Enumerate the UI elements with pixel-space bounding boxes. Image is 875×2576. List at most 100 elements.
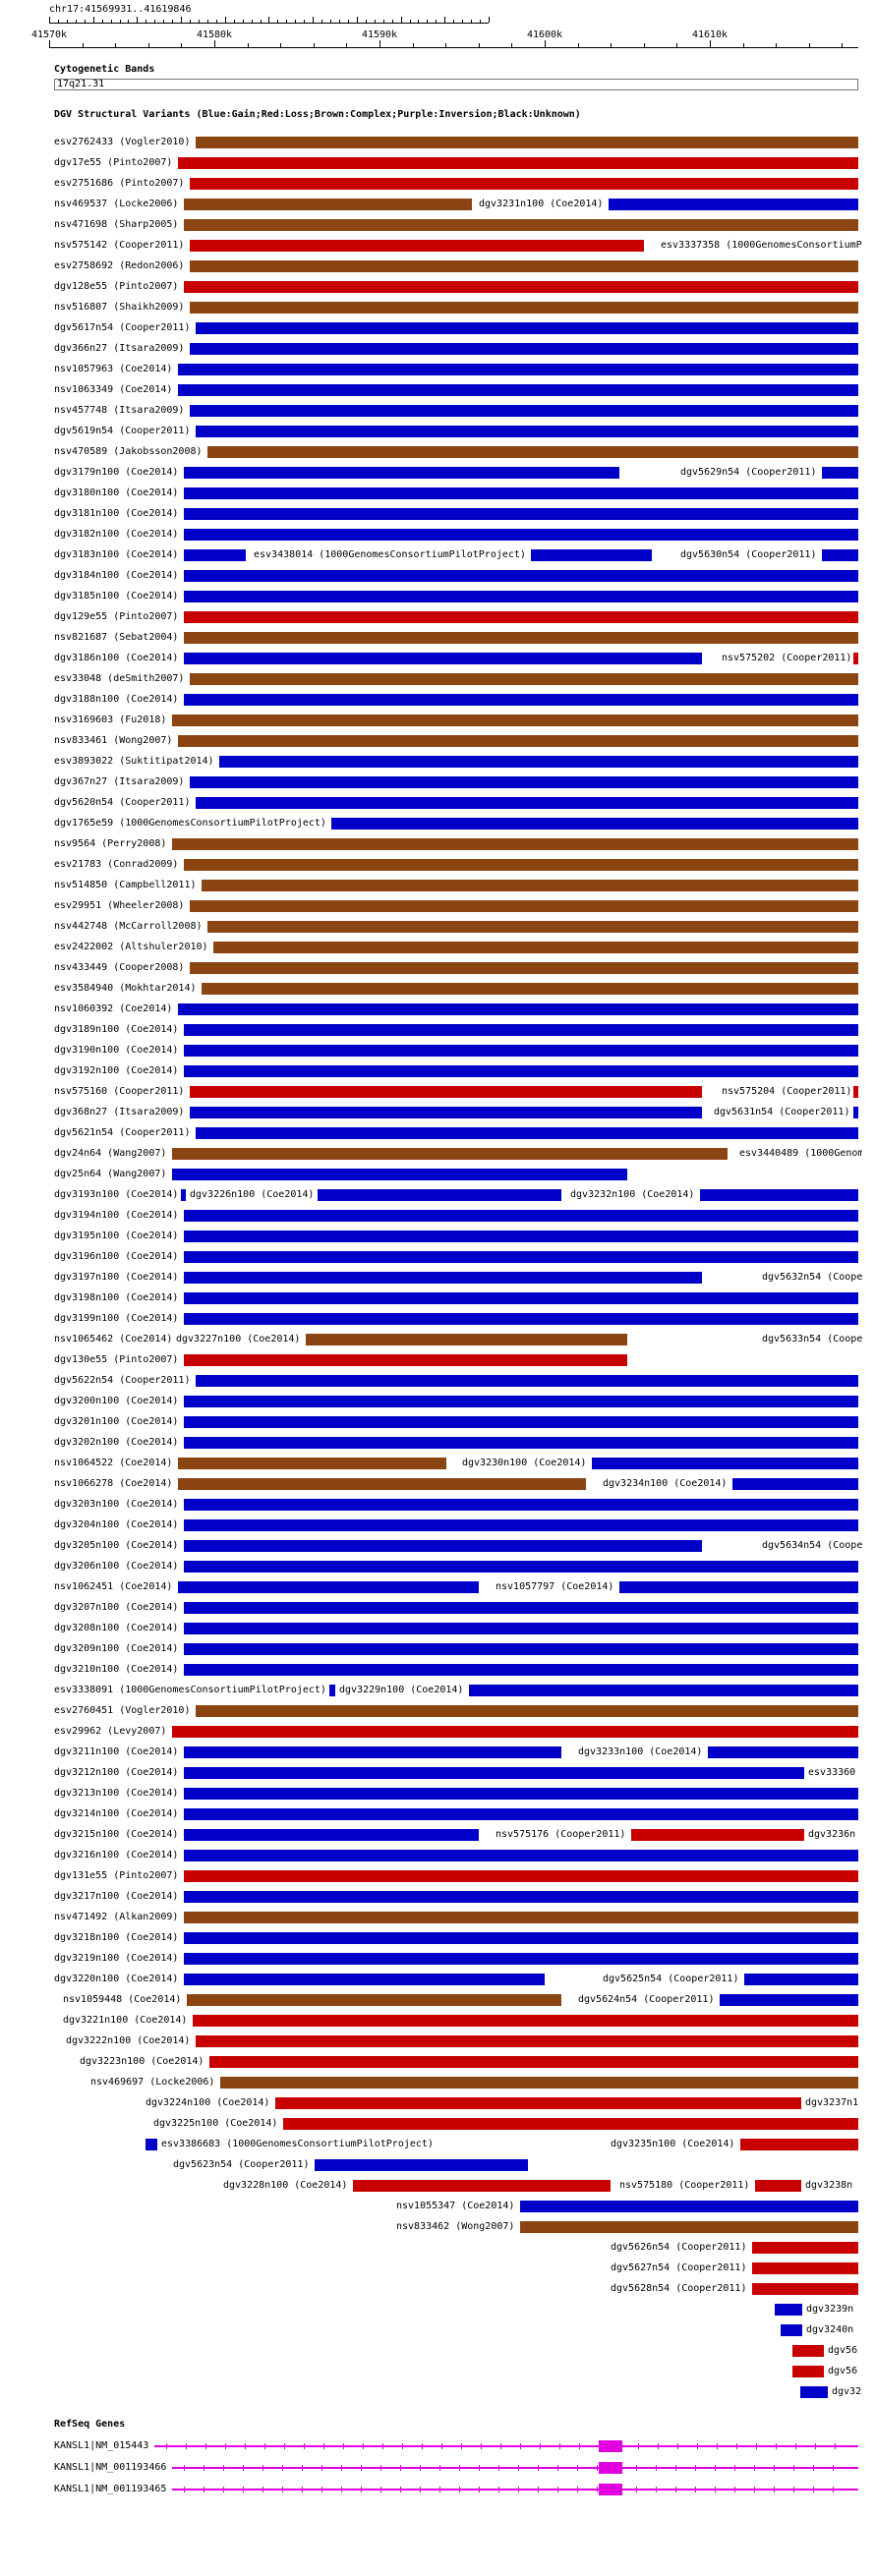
variant-label[interactable]: dgv367n27 (Itsara2009): [54, 776, 185, 787]
variant-bar[interactable]: [196, 137, 858, 148]
variant-bar[interactable]: [531, 549, 652, 561]
variant-label[interactable]: dgv3228n100 (Coe2014): [223, 2180, 348, 2191]
variant-label[interactable]: dgv3212n100 (Coe2014): [54, 1767, 179, 1778]
variant-bar[interactable]: [196, 322, 858, 334]
variant-label[interactable]: dgv3233n100 (Coe2014): [578, 1746, 703, 1757]
variant-bar[interactable]: [184, 1974, 545, 1985]
variant-bar[interactable]: [184, 694, 858, 706]
variant-label[interactable]: esv33048 (deSmith2007): [54, 673, 185, 684]
variant-bar[interactable]: [184, 549, 246, 561]
variant-label[interactable]: dgv3217n100 (Coe2014): [54, 1891, 179, 1902]
variant-bar[interactable]: [196, 2035, 858, 2047]
variant-bar[interactable]: [853, 1086, 858, 1098]
variant-bar[interactable]: [184, 1870, 858, 1882]
variant-label[interactable]: dgv3221n100 (Coe2014): [63, 2015, 188, 2026]
variant-bar[interactable]: [196, 1127, 858, 1139]
variant-label[interactable]: dgv3180n100 (Coe2014): [54, 487, 179, 498]
variant-bar[interactable]: [184, 1437, 858, 1449]
variant-label[interactable]: nsv514850 (Campbell2011): [54, 880, 197, 890]
variant-label[interactable]: dgv5627n54 (Cooper2011): [611, 2262, 747, 2273]
variant-label[interactable]: nsv575180 (Cooper2011): [619, 2180, 750, 2191]
variant-label[interactable]: dgv1765e59 (1000GenomesConsortiumPilotPr…: [54, 818, 326, 829]
variant-label[interactable]: dgv3211n100 (Coe2014): [54, 1746, 179, 1757]
variant-bar[interactable]: [178, 384, 858, 396]
variant-bar[interactable]: [196, 1705, 858, 1717]
variant-bar[interactable]: [184, 1912, 858, 1923]
variant-label[interactable]: dgv5624n54 (Cooper2011): [578, 1994, 715, 2005]
variant-label[interactable]: dgv56: [828, 2345, 858, 2356]
variant-label[interactable]: dgv5623n54 (Cooper2011): [173, 2159, 310, 2170]
variant-bar[interactable]: [184, 1065, 858, 1077]
variant-label[interactable]: dgv5620n54 (Cooper2011): [54, 797, 191, 808]
variant-label[interactable]: dgv3209n100 (Coe2014): [54, 1643, 179, 1654]
variant-bar[interactable]: [700, 1189, 858, 1201]
variant-label[interactable]: nsv1057797 (Coe2014): [496, 1581, 614, 1592]
variant-bar[interactable]: [184, 1767, 804, 1779]
variant-bar[interactable]: [178, 1458, 446, 1469]
variant-bar[interactable]: [744, 1974, 858, 1985]
variant-bar[interactable]: [190, 343, 858, 355]
variant-label[interactable]: esv2762433 (Vogler2010): [54, 137, 191, 147]
variant-label[interactable]: dgv3240n: [806, 2324, 854, 2335]
variant-label[interactable]: esv3386683 (1000GenomesConsortiumPilotPr…: [161, 2139, 434, 2149]
variant-label[interactable]: nsv9564 (Perry2008): [54, 838, 167, 849]
variant-bar[interactable]: [184, 1210, 858, 1222]
variant-label[interactable]: esv3893022 (Suktitipat2014): [54, 756, 214, 767]
variant-label[interactable]: dgv3225n100 (Coe2014): [153, 2118, 278, 2129]
variant-label[interactable]: nsv471698 (Sharp2005): [54, 219, 179, 230]
gene-exon-block[interactable]: [599, 2440, 622, 2452]
variant-label[interactable]: dgv3219n100 (Coe2014): [54, 1953, 179, 1964]
variant-label[interactable]: dgv5633n54 (Cooper2011): [762, 1334, 862, 1345]
variant-bar[interactable]: [196, 1375, 858, 1387]
variant-bar[interactable]: [708, 1746, 858, 1758]
variant-bar[interactable]: [184, 653, 702, 664]
variant-bar[interactable]: [178, 157, 858, 169]
variant-bar[interactable]: [732, 1478, 858, 1490]
variant-bar[interactable]: [184, 1272, 702, 1284]
variant-label[interactable]: dgv3215n100 (Coe2014): [54, 1829, 179, 1840]
variant-label[interactable]: dgv5634n54 (Cooper2011): [762, 1540, 862, 1551]
variant-label[interactable]: dgv3207n100 (Coe2014): [54, 1602, 179, 1613]
variant-label[interactable]: dgv3232n100 (Coe2014): [570, 1189, 695, 1200]
variant-bar[interactable]: [190, 776, 858, 788]
variant-bar[interactable]: [781, 2324, 802, 2336]
variant-bar[interactable]: [184, 1396, 858, 1407]
variant-label[interactable]: dgv3222n100 (Coe2014): [66, 2035, 191, 2046]
variant-bar[interactable]: [469, 1685, 858, 1696]
variant-bar[interactable]: [196, 426, 858, 437]
variant-label[interactable]: nsv833462 (Wong2007): [396, 2221, 515, 2232]
variant-bar[interactable]: [220, 2077, 858, 2089]
variant-bar[interactable]: [592, 1458, 858, 1469]
variant-label[interactable]: dgv3229n100 (Coe2014): [339, 1685, 464, 1695]
variant-label[interactable]: dgv3189n100 (Coe2014): [54, 1024, 179, 1035]
variant-bar[interactable]: [306, 1334, 627, 1345]
variant-label[interactable]: dgv24n64 (Wang2007): [54, 1148, 167, 1159]
variant-label[interactable]: nsv457748 (Itsara2009): [54, 405, 185, 416]
variant-label[interactable]: dgv3218n100 (Coe2014): [54, 1932, 179, 1943]
variant-label[interactable]: dgv131e55 (Pinto2007): [54, 1870, 179, 1881]
variant-label[interactable]: esv3438014 (1000GenomesConsortiumPilotPr…: [254, 549, 526, 560]
variant-label[interactable]: esv3337358 (1000GenomesConsortiumPilotPr…: [661, 240, 862, 251]
variant-label[interactable]: dgv56: [828, 2366, 858, 2376]
variant-bar[interactable]: [181, 1189, 186, 1201]
variant-label[interactable]: esv33360: [808, 1767, 856, 1778]
variant-label[interactable]: dgv5631n54 (Cooper2011): [714, 1107, 850, 1117]
variant-label[interactable]: nsv3169603 (Fu2018): [54, 715, 167, 725]
variant-bar[interactable]: [353, 2180, 611, 2192]
variant-label[interactable]: dgv5621n54 (Cooper2011): [54, 1127, 191, 1138]
variant-bar[interactable]: [775, 2304, 802, 2316]
variant-label[interactable]: nsv1066278 (Coe2014): [54, 1478, 173, 1489]
variant-label[interactable]: dgv3231n100 (Coe2014): [479, 199, 604, 209]
variant-bar[interactable]: [190, 260, 858, 272]
variant-bar[interactable]: [196, 797, 858, 809]
variant-bar[interactable]: [752, 2242, 858, 2254]
variant-label[interactable]: dgv3226n100 (Coe2014): [190, 1189, 315, 1200]
variant-bar[interactable]: [520, 2201, 858, 2212]
variant-bar[interactable]: [822, 549, 858, 561]
variant-label[interactable]: nsv575142 (Cooper2011): [54, 240, 185, 251]
variant-bar[interactable]: [193, 2015, 858, 2027]
gene-exon-block[interactable]: [599, 2484, 622, 2495]
variant-bar[interactable]: [184, 1292, 858, 1304]
variant-label[interactable]: dgv3210n100 (Coe2014): [54, 1664, 179, 1675]
variant-bar[interactable]: [190, 178, 858, 190]
